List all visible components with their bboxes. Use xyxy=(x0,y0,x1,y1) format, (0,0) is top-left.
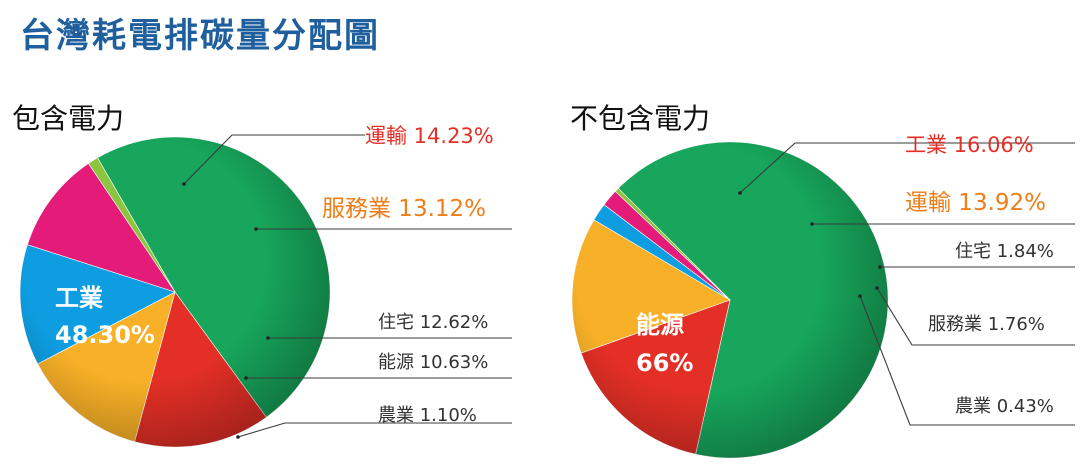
leader-dot xyxy=(236,435,240,439)
slice-label: 能源 xyxy=(636,311,684,339)
page-title: 台灣耗電排碳量分配圖 xyxy=(20,16,380,56)
slice-callout-label: 住宅 1.84% xyxy=(955,241,1054,262)
leader-dot xyxy=(810,222,814,226)
leader-line xyxy=(237,422,512,438)
slice-value-label: 48.30% xyxy=(55,321,155,349)
slice-callout-label: 工業 16.06% xyxy=(905,133,1034,157)
leader-dot xyxy=(875,286,879,290)
slice-callout-label: 服務業 1.76% xyxy=(928,314,1045,335)
leader-dot xyxy=(858,294,862,298)
leader-line xyxy=(739,142,1075,194)
leader-line xyxy=(876,287,1075,346)
slice-callout-label: 農業 1.10% xyxy=(378,405,477,426)
leader-dot xyxy=(266,336,270,340)
leader-line xyxy=(859,295,1075,426)
slice-callout-label: 運輸 14.23% xyxy=(365,124,494,148)
pie-shading xyxy=(20,137,330,447)
slice-callout-label: 住宅 12.62% xyxy=(378,312,488,333)
leader-dot xyxy=(738,191,742,195)
slice-value-label: 66% xyxy=(636,349,693,377)
leader-dot xyxy=(878,265,882,269)
slice-callout-label: 能源 10.63% xyxy=(378,352,488,373)
chart-subtitle: 包含電力 xyxy=(12,102,124,135)
leader-line xyxy=(183,134,365,185)
leader-dot xyxy=(182,182,186,186)
chart-subtitle: 不包含電力 xyxy=(570,102,710,135)
slice-callout-label: 運輸 13.92% xyxy=(905,190,1046,216)
leader-dot xyxy=(254,227,258,231)
pie-shading xyxy=(572,142,888,458)
leader-dot xyxy=(244,376,248,380)
slice-callout-label: 服務業 13.12% xyxy=(322,196,486,222)
slice-label: 工業 xyxy=(55,284,103,312)
slice-callout-label: 農業 0.43% xyxy=(955,396,1054,417)
